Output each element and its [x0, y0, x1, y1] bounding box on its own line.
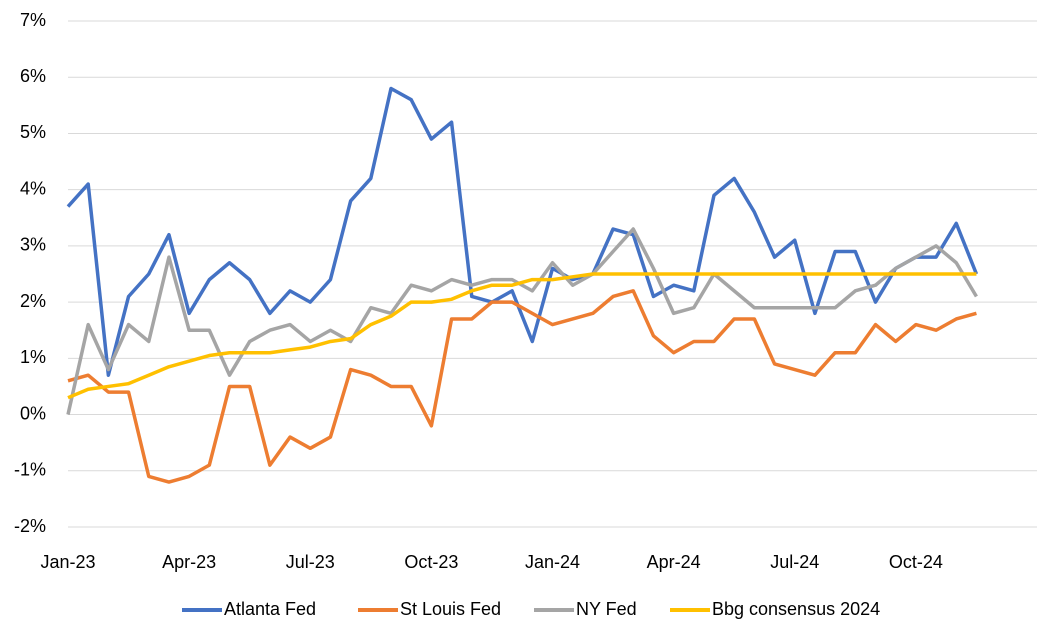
x-tick-label: Oct-24: [889, 552, 943, 572]
y-tick-label: -1%: [14, 460, 46, 480]
legend-label: NY Fed: [576, 599, 637, 619]
x-tick-label: Jul-24: [770, 552, 819, 572]
y-tick-label: 0%: [20, 403, 46, 423]
x-tick-label: Apr-24: [647, 552, 701, 572]
y-tick-label: 2%: [20, 291, 46, 311]
legend-label: St Louis Fed: [400, 599, 501, 619]
series-line: [66, 86, 979, 377]
y-tick-label: 4%: [20, 178, 46, 198]
legend-label: Bbg consensus 2024: [712, 599, 880, 619]
x-tick-label: Jan-24: [525, 552, 580, 572]
x-tick-label: Apr-23: [162, 552, 216, 572]
legend-label: Atlanta Fed: [224, 599, 316, 619]
y-tick-label: 6%: [20, 66, 46, 86]
series-line: [67, 272, 977, 400]
y-tick-label: 5%: [20, 122, 46, 142]
y-tick-label: 1%: [20, 347, 46, 367]
x-tick-label: Oct-23: [404, 552, 458, 572]
y-tick-label: 7%: [20, 10, 46, 30]
x-tick-label: Jul-23: [286, 552, 335, 572]
y-tick-label: -2%: [14, 516, 46, 536]
series-line: [66, 227, 978, 415]
x-tick-label: Jan-23: [40, 552, 95, 572]
series-line: [67, 289, 977, 484]
y-tick-label: 3%: [20, 235, 46, 255]
